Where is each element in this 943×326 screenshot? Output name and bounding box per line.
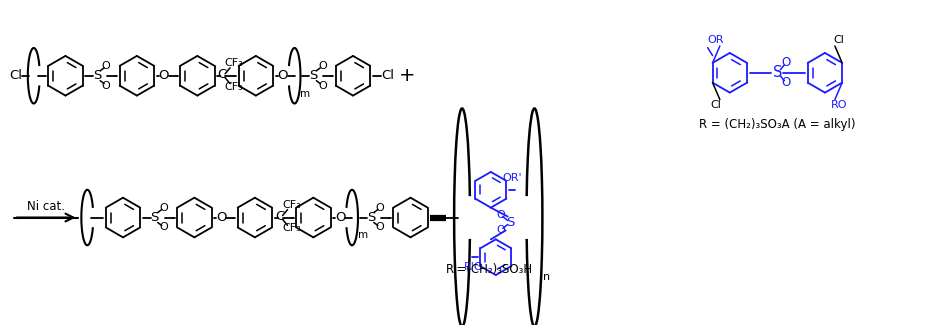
- Text: CF₃: CF₃: [282, 223, 301, 233]
- Text: S: S: [93, 69, 102, 82]
- Text: O: O: [496, 225, 505, 235]
- Text: O: O: [277, 69, 288, 82]
- Text: m: m: [301, 89, 310, 98]
- Text: S: S: [367, 211, 375, 224]
- Text: O: O: [335, 211, 345, 224]
- Text: O: O: [159, 203, 168, 213]
- Text: O: O: [158, 69, 169, 82]
- Text: O: O: [318, 81, 326, 91]
- Text: m: m: [358, 230, 368, 240]
- Text: R'O: R'O: [464, 262, 484, 272]
- Text: +: +: [399, 66, 416, 85]
- Text: Ni cat.: Ni cat.: [26, 200, 65, 213]
- Text: OR: OR: [707, 35, 724, 45]
- Text: Cl: Cl: [834, 35, 844, 45]
- Text: O: O: [159, 222, 168, 232]
- Text: S: S: [151, 211, 159, 224]
- Text: CF₃: CF₃: [282, 200, 301, 210]
- Text: O: O: [782, 76, 791, 89]
- Text: R'=(CH₂)₃SO₃H: R'=(CH₂)₃SO₃H: [446, 262, 534, 275]
- Text: O: O: [375, 203, 384, 213]
- Text: R = (CH₂)₃SO₃A (A = alkyl): R = (CH₂)₃SO₃A (A = alkyl): [699, 118, 855, 131]
- Text: S: S: [772, 65, 782, 80]
- Text: O: O: [216, 211, 226, 224]
- Text: CF₃: CF₃: [224, 58, 243, 68]
- Text: Cl: Cl: [9, 69, 22, 82]
- Text: C: C: [275, 210, 284, 223]
- Text: O: O: [496, 210, 505, 219]
- Text: OR': OR': [503, 173, 522, 183]
- Text: Cl: Cl: [710, 100, 721, 111]
- Text: O: O: [782, 56, 791, 69]
- Text: C: C: [218, 68, 226, 81]
- Text: O: O: [318, 61, 326, 71]
- Text: CF₃: CF₃: [224, 82, 243, 92]
- Text: O: O: [102, 81, 110, 91]
- Text: S: S: [506, 216, 515, 229]
- Text: O: O: [102, 61, 110, 71]
- Text: RO: RO: [831, 100, 847, 111]
- Text: Cl: Cl: [381, 69, 394, 82]
- Text: n: n: [543, 272, 550, 282]
- Text: S: S: [309, 69, 318, 82]
- Text: O: O: [375, 222, 384, 232]
